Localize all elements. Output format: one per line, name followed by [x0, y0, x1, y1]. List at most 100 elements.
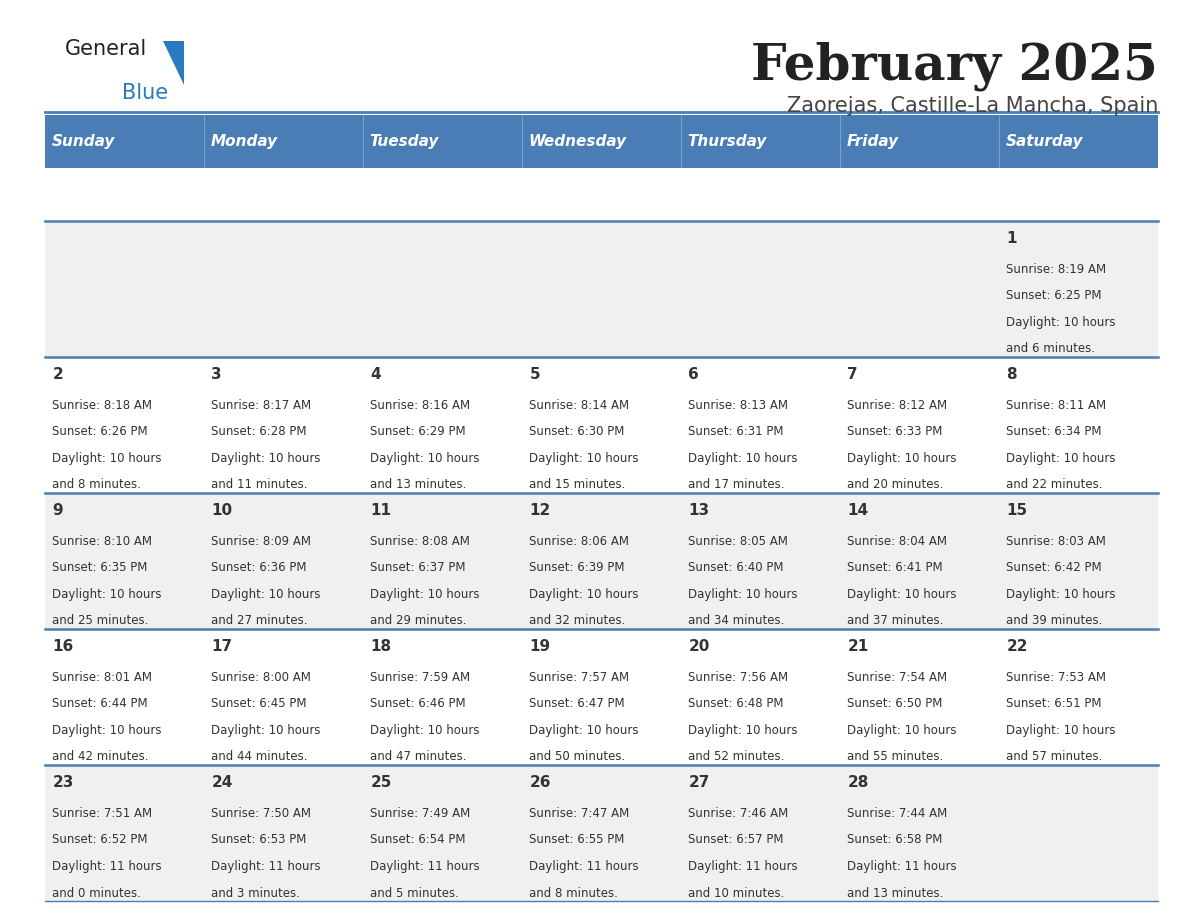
- Text: Daylight: 10 hours: Daylight: 10 hours: [52, 588, 162, 601]
- Text: Sunrise: 8:17 AM: Sunrise: 8:17 AM: [211, 398, 311, 412]
- Text: and 52 minutes.: and 52 minutes.: [688, 750, 785, 764]
- Text: 23: 23: [52, 775, 74, 790]
- Text: Sunrise: 8:00 AM: Sunrise: 8:00 AM: [211, 671, 311, 684]
- Text: Daylight: 11 hours: Daylight: 11 hours: [211, 860, 321, 873]
- Text: 22: 22: [1006, 639, 1028, 654]
- Text: Daylight: 10 hours: Daylight: 10 hours: [1006, 316, 1116, 329]
- Text: and 6 minutes.: and 6 minutes.: [1006, 342, 1095, 355]
- Text: 8: 8: [1006, 367, 1017, 382]
- Text: Daylight: 10 hours: Daylight: 10 hours: [530, 724, 639, 737]
- Text: and 15 minutes.: and 15 minutes.: [530, 478, 626, 491]
- Text: Sunset: 6:57 PM: Sunset: 6:57 PM: [688, 834, 784, 846]
- Text: Daylight: 10 hours: Daylight: 10 hours: [1006, 724, 1116, 737]
- Text: Sunrise: 8:05 AM: Sunrise: 8:05 AM: [688, 535, 789, 548]
- Text: Sunset: 6:29 PM: Sunset: 6:29 PM: [371, 425, 466, 438]
- Text: 5: 5: [530, 367, 541, 382]
- Text: Sunset: 6:45 PM: Sunset: 6:45 PM: [211, 698, 307, 711]
- Text: 28: 28: [847, 775, 868, 790]
- Text: Daylight: 10 hours: Daylight: 10 hours: [530, 452, 639, 465]
- Text: 7: 7: [847, 367, 858, 382]
- Text: Sunrise: 8:03 AM: Sunrise: 8:03 AM: [1006, 535, 1106, 548]
- Text: 17: 17: [211, 639, 233, 654]
- Text: Sunrise: 8:08 AM: Sunrise: 8:08 AM: [371, 535, 470, 548]
- Text: Daylight: 10 hours: Daylight: 10 hours: [371, 588, 480, 601]
- Text: Sunset: 6:28 PM: Sunset: 6:28 PM: [211, 425, 307, 438]
- Text: Sunset: 6:37 PM: Sunset: 6:37 PM: [371, 561, 466, 575]
- Text: Daylight: 11 hours: Daylight: 11 hours: [371, 860, 480, 873]
- Text: Sunrise: 8:16 AM: Sunrise: 8:16 AM: [371, 398, 470, 412]
- Text: and 57 minutes.: and 57 minutes.: [1006, 750, 1102, 764]
- Text: and 5 minutes.: and 5 minutes.: [371, 887, 460, 900]
- Text: and 34 minutes.: and 34 minutes.: [688, 614, 785, 627]
- Text: Sunrise: 8:06 AM: Sunrise: 8:06 AM: [530, 535, 630, 548]
- Text: 26: 26: [530, 775, 551, 790]
- Text: Zaorejas, Castille-La Mancha, Spain: Zaorejas, Castille-La Mancha, Spain: [786, 96, 1158, 117]
- Text: 6: 6: [688, 367, 700, 382]
- Text: and 3 minutes.: and 3 minutes.: [211, 887, 301, 900]
- Text: February 2025: February 2025: [752, 41, 1158, 91]
- Text: Sunset: 6:26 PM: Sunset: 6:26 PM: [52, 425, 148, 438]
- Text: and 10 minutes.: and 10 minutes.: [688, 887, 785, 900]
- Text: 27: 27: [688, 775, 709, 790]
- Text: and 42 minutes.: and 42 minutes.: [52, 750, 148, 764]
- Text: Sunset: 6:34 PM: Sunset: 6:34 PM: [1006, 425, 1102, 438]
- Text: and 8 minutes.: and 8 minutes.: [52, 478, 141, 491]
- Text: and 44 minutes.: and 44 minutes.: [211, 750, 308, 764]
- Text: Sunrise: 8:10 AM: Sunrise: 8:10 AM: [52, 535, 152, 548]
- Text: Sunrise: 8:18 AM: Sunrise: 8:18 AM: [52, 398, 152, 412]
- Text: and 20 minutes.: and 20 minutes.: [847, 478, 943, 491]
- Text: and 8 minutes.: and 8 minutes.: [530, 887, 618, 900]
- Text: Sunset: 6:33 PM: Sunset: 6:33 PM: [847, 425, 943, 438]
- Text: Sunset: 6:25 PM: Sunset: 6:25 PM: [1006, 289, 1102, 302]
- Text: Daylight: 11 hours: Daylight: 11 hours: [847, 860, 958, 873]
- Text: Sunrise: 8:19 AM: Sunrise: 8:19 AM: [1006, 263, 1106, 275]
- Text: Sunrise: 7:51 AM: Sunrise: 7:51 AM: [52, 807, 152, 820]
- Text: Sunset: 6:52 PM: Sunset: 6:52 PM: [52, 834, 147, 846]
- Text: Sunset: 6:31 PM: Sunset: 6:31 PM: [688, 425, 784, 438]
- Text: Sunset: 6:55 PM: Sunset: 6:55 PM: [530, 834, 625, 846]
- Text: Wednesday: Wednesday: [529, 134, 627, 149]
- Text: Monday: Monday: [210, 134, 278, 149]
- Text: Daylight: 10 hours: Daylight: 10 hours: [52, 724, 162, 737]
- Text: and 0 minutes.: and 0 minutes.: [52, 887, 141, 900]
- Text: Sunrise: 8:11 AM: Sunrise: 8:11 AM: [1006, 398, 1106, 412]
- Text: Daylight: 10 hours: Daylight: 10 hours: [688, 588, 798, 601]
- Text: Daylight: 10 hours: Daylight: 10 hours: [1006, 452, 1116, 465]
- Text: Sunrise: 8:09 AM: Sunrise: 8:09 AM: [211, 535, 311, 548]
- Text: Sunrise: 7:53 AM: Sunrise: 7:53 AM: [1006, 671, 1106, 684]
- Text: Daylight: 10 hours: Daylight: 10 hours: [52, 452, 162, 465]
- Text: 12: 12: [530, 503, 550, 518]
- Text: and 50 minutes.: and 50 minutes.: [530, 750, 626, 764]
- Text: and 47 minutes.: and 47 minutes.: [371, 750, 467, 764]
- Text: Sunrise: 7:46 AM: Sunrise: 7:46 AM: [688, 807, 789, 820]
- Text: General: General: [65, 39, 147, 59]
- Text: Sunrise: 8:14 AM: Sunrise: 8:14 AM: [530, 398, 630, 412]
- Text: 14: 14: [847, 503, 868, 518]
- Text: Daylight: 10 hours: Daylight: 10 hours: [847, 452, 956, 465]
- Text: Friday: Friday: [847, 134, 899, 149]
- Text: Sunset: 6:53 PM: Sunset: 6:53 PM: [211, 834, 307, 846]
- Text: 15: 15: [1006, 503, 1028, 518]
- Text: and 17 minutes.: and 17 minutes.: [688, 478, 785, 491]
- Text: Sunset: 6:36 PM: Sunset: 6:36 PM: [211, 561, 307, 575]
- Text: Sunset: 6:40 PM: Sunset: 6:40 PM: [688, 561, 784, 575]
- Text: Sunrise: 7:54 AM: Sunrise: 7:54 AM: [847, 671, 948, 684]
- Text: 2: 2: [52, 367, 63, 382]
- Text: and 25 minutes.: and 25 minutes.: [52, 614, 148, 627]
- Text: Sunset: 6:51 PM: Sunset: 6:51 PM: [1006, 698, 1102, 711]
- Text: 25: 25: [371, 775, 392, 790]
- Text: Daylight: 10 hours: Daylight: 10 hours: [371, 724, 480, 737]
- Text: and 55 minutes.: and 55 minutes.: [847, 750, 943, 764]
- Text: 1: 1: [1006, 230, 1017, 246]
- Text: and 11 minutes.: and 11 minutes.: [211, 478, 308, 491]
- Text: Sunrise: 7:47 AM: Sunrise: 7:47 AM: [530, 807, 630, 820]
- Text: Sunrise: 7:50 AM: Sunrise: 7:50 AM: [211, 807, 311, 820]
- Text: Blue: Blue: [122, 83, 169, 103]
- Text: Daylight: 11 hours: Daylight: 11 hours: [530, 860, 639, 873]
- Text: Tuesday: Tuesday: [369, 134, 438, 149]
- Text: Thursday: Thursday: [688, 134, 767, 149]
- Text: Sunset: 6:54 PM: Sunset: 6:54 PM: [371, 834, 466, 846]
- Text: Sunrise: 8:04 AM: Sunrise: 8:04 AM: [847, 535, 947, 548]
- Text: Sunset: 6:30 PM: Sunset: 6:30 PM: [530, 425, 625, 438]
- Text: 9: 9: [52, 503, 63, 518]
